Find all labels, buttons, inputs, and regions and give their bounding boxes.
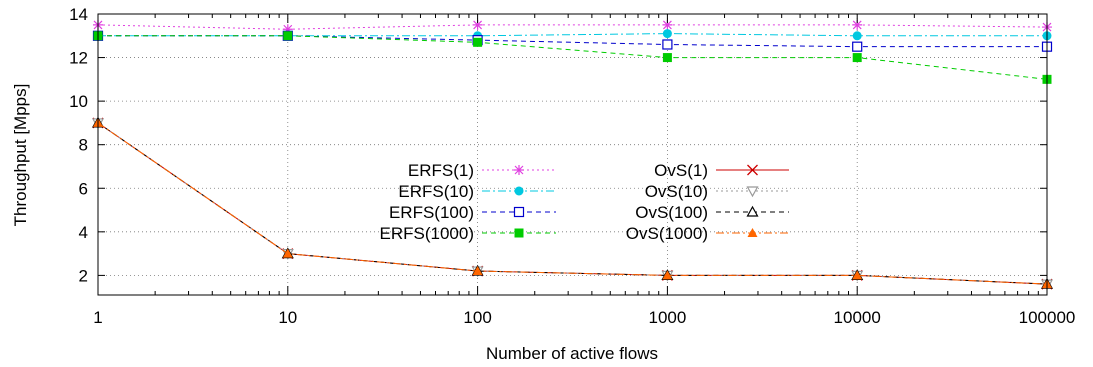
y-tick-label: 8	[79, 136, 88, 155]
series-layer	[91, 19, 1054, 291]
legend-item: OvS(1000)	[626, 224, 789, 243]
data-point	[472, 266, 483, 276]
data-point	[852, 31, 862, 41]
y-tick-label: 4	[79, 223, 88, 242]
legend-label: OvS(10)	[645, 182, 708, 201]
grid-lines	[98, 13, 1047, 295]
series-line	[97, 122, 1048, 285]
series-line	[97, 122, 1048, 285]
legend-label: ERFS(1)	[408, 161, 474, 180]
legend-swatch-marker	[514, 165, 524, 175]
legend-label: OvS(1000)	[626, 224, 708, 243]
x-tick-label: 100000	[1019, 308, 1076, 327]
legend-swatch-marker	[514, 186, 524, 196]
legend-swatch-marker	[746, 205, 759, 217]
y-tick-label: 12	[69, 49, 88, 68]
series-line	[97, 122, 1048, 285]
series-ERFS(10)	[93, 29, 1052, 41]
legend-item: ERFS(1000)	[380, 224, 556, 243]
legend-swatch-marker	[746, 186, 759, 198]
data-point	[662, 270, 673, 280]
series-ERFS(100)	[92, 30, 1053, 52]
series-line	[97, 122, 1048, 285]
legend-swatch-marker	[747, 228, 758, 237]
y-tick-label: 2	[79, 266, 88, 285]
data-point	[662, 19, 673, 30]
legend-item: OvS(10)	[645, 182, 789, 201]
y-tick-label: 14	[69, 5, 88, 24]
series-OvS(10)	[91, 118, 1054, 291]
x-tick-label: 1	[93, 308, 102, 327]
data-point	[662, 29, 672, 39]
series-line	[97, 24, 1048, 30]
data-point	[852, 41, 863, 52]
legend-item: ERFS(100)	[389, 203, 556, 222]
data-point	[473, 37, 483, 47]
legend-item: ERFS(1)	[408, 161, 556, 180]
legend-item: OvS(100)	[635, 203, 789, 222]
series-ERFS(1)	[93, 19, 1052, 35]
legend-label: ERFS(1000)	[380, 224, 474, 243]
y-axis-label: Throughput [Mpps]	[11, 84, 30, 227]
data-point	[282, 24, 293, 35]
series-OvS(1)	[92, 117, 1053, 290]
series-OvS(100)	[91, 116, 1054, 289]
data-point	[282, 248, 293, 258]
legend-swatch-marker	[747, 164, 758, 176]
legend-label: ERFS(100)	[389, 203, 474, 222]
legend-label: ERFS(10)	[398, 182, 474, 201]
legend-swatch-marker	[513, 206, 525, 218]
data-point	[852, 19, 863, 30]
data-point	[283, 31, 293, 41]
series-line	[98, 33, 1047, 37]
x-tick-label: 10	[278, 308, 297, 327]
plot-frame	[97, 13, 1048, 296]
legend-label: OvS(1)	[654, 161, 708, 180]
series-line	[98, 35, 1047, 48]
series-ERFS(1000)	[93, 31, 1052, 84]
legend-label: OvS(100)	[635, 203, 708, 222]
x-tick-label: 100	[463, 308, 491, 327]
legend-swatch-marker	[514, 228, 524, 238]
x-tick-label: 1000	[648, 308, 686, 327]
data-point	[852, 53, 862, 63]
x-tick-label: 10000	[834, 308, 881, 327]
data-point	[852, 270, 863, 280]
data-point	[662, 39, 673, 50]
y-tick-label: 10	[69, 92, 88, 111]
data-point	[472, 19, 483, 30]
series-line	[98, 35, 1048, 80]
legend-item: OvS(1)	[654, 161, 789, 180]
x-axis-label: Number of active flows	[486, 344, 658, 363]
series-OvS(1000)	[93, 117, 1052, 289]
axis-ticks: 2 4 6 8 10 12 14 1 10 100 1000 10000 100000	[69, 5, 1075, 327]
legend: ERFS(1) ERFS(10) ERFS(100) ERFS(1000) OvS(1)…	[380, 161, 789, 243]
y-tick-label: 6	[79, 179, 88, 198]
data-point	[662, 53, 672, 63]
legend-item: ERFS(10)	[398, 182, 556, 201]
